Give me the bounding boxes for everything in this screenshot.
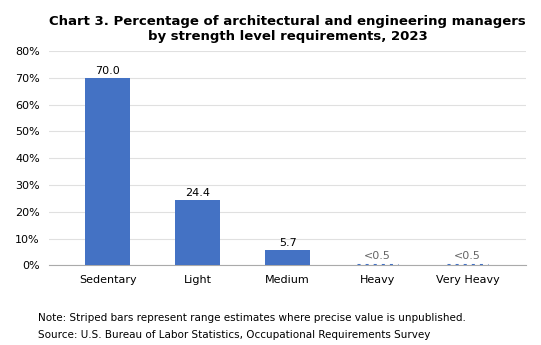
Text: Source: U.S. Bureau of Labor Statistics, Occupational Requirements Survey: Source: U.S. Bureau of Labor Statistics,… [38, 330, 430, 340]
Text: 70.0: 70.0 [96, 66, 120, 76]
Bar [85, 78, 130, 265]
Text: <0.5: <0.5 [364, 252, 391, 262]
Text: Note: Striped bars represent range estimates where precise value is unpublished.: Note: Striped bars represent range estim… [38, 313, 466, 323]
Bar [265, 250, 310, 265]
Title: Chart 3. Percentage of architectural and engineering managers
by strength level : Chart 3. Percentage of architectural and… [49, 15, 526, 43]
Text: 24.4: 24.4 [186, 188, 210, 198]
Bar [175, 200, 220, 265]
Text: <0.5: <0.5 [454, 252, 481, 262]
Text: 5.7: 5.7 [279, 238, 296, 248]
